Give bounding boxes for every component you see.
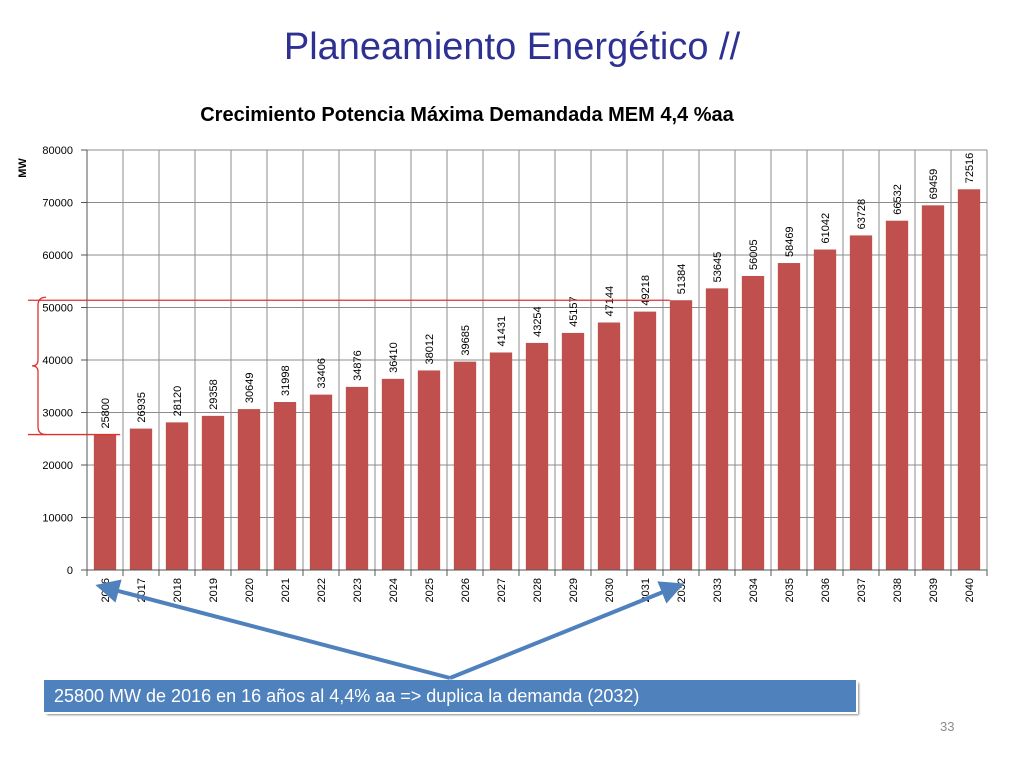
bar-value-label: 61042 [820,213,832,244]
bar [489,352,513,570]
x-tick-label: 2018 [172,578,184,602]
bar-value-label: 28120 [172,386,184,417]
bar [957,189,981,570]
y-tick-label: 50000 [42,303,73,315]
x-tick-label: 2030 [604,578,616,602]
bar [849,235,873,571]
y-tick-label: 20000 [42,460,73,472]
bar [309,394,333,570]
conclusion-callout: 25800 MW de 2016 en 16 años al 4,4% aa =… [44,680,856,712]
x-tick-label: 2040 [964,578,976,602]
y-tick-label: 10000 [42,513,73,525]
bar-value-label: 41431 [496,316,508,347]
x-tick-label: 2034 [748,578,760,602]
y-tick-label: 30000 [42,408,73,420]
y-tick-label: 60000 [42,250,73,262]
bar-value-label: 72516 [964,153,976,184]
x-tick-label: 2036 [820,578,832,602]
chart-bars [93,189,981,571]
bar-value-label: 49218 [640,275,652,306]
bar [417,370,441,570]
bar-value-label: 31998 [280,365,292,396]
bar-value-label: 51384 [676,264,688,295]
bar [705,288,729,570]
x-tick-label: 2038 [892,578,904,602]
slide-title: Planeamiento Energético // [283,26,741,68]
bar [597,322,621,570]
arrow-to-2032 [449,581,685,680]
x-tick-label: 2021 [280,578,292,602]
bar-value-label: 47144 [604,286,616,317]
x-tick-label: 2033 [712,578,724,602]
x-tick-label: 2032 [676,578,688,602]
y-tick-label: 40000 [42,355,73,367]
bar [93,434,117,570]
bar-value-label: 66532 [892,184,904,215]
x-tick-label: 2027 [496,578,508,602]
x-tick-label: 2019 [208,578,220,602]
bar [273,402,297,570]
y-tick-label: 70000 [42,198,73,210]
chart-title: Crecimiento Potencia Máxima Demandada ME… [200,104,734,126]
bar [741,275,765,570]
bar-value-label: 39685 [460,325,472,356]
bar-value-label: 26935 [136,392,148,423]
x-tick-label: 2028 [532,578,544,602]
x-tick-label: 2025 [424,578,436,602]
x-tick-label: 2039 [928,578,940,602]
bar-value-label: 56005 [748,239,760,270]
bar-value-label: 34876 [352,350,364,381]
bar-value-label: 29358 [208,379,220,410]
bar [777,263,801,570]
bar-value-label: 45157 [568,296,580,327]
bar-value-label: 38012 [424,334,436,365]
bar [165,422,189,570]
bar-value-label: 36410 [388,342,400,373]
bar [669,300,693,570]
bar [885,220,909,570]
bar-value-label: 69459 [928,169,940,200]
bar [345,386,369,570]
bar-value-label: 30649 [244,372,256,403]
chart-data-labels: 25800 26935 28120 29358 30649 31998 33406 34876… [100,153,976,429]
bar [201,415,225,570]
bar [921,205,945,570]
bar-value-label: 58469 [784,226,796,257]
x-tick-label: 2026 [460,578,472,602]
bar [381,378,405,570]
bar-value-label: 33406 [316,358,328,389]
bar [237,409,261,570]
y-axis-label: MW [17,158,29,178]
x-tick-label: 2023 [352,578,364,602]
bar-value-label: 63728 [856,199,868,230]
bar [561,332,585,570]
y-tick-label: 80000 [42,145,73,157]
bar-value-label: 25800 [100,398,112,429]
doubling-brace [31,296,47,436]
bar [633,311,657,570]
x-tick-label: 2022 [316,578,328,602]
x-tick-label: 2037 [856,578,868,602]
bar-value-label: 53645 [712,252,724,283]
arrow-to-2016 [95,579,451,680]
bar [129,428,153,570]
x-tick-label: 2029 [568,578,580,602]
bar-value-label: 43254 [532,306,544,337]
x-tick-label: 2024 [388,578,400,602]
bar [525,342,549,570]
page-number: 33 [940,719,955,734]
bar [453,361,477,570]
chart-annotations [28,296,685,680]
bar [813,249,837,571]
x-tick-label: 2035 [784,578,796,602]
y-tick-label: 0 [67,565,73,577]
x-tick-label: 2020 [244,578,256,602]
